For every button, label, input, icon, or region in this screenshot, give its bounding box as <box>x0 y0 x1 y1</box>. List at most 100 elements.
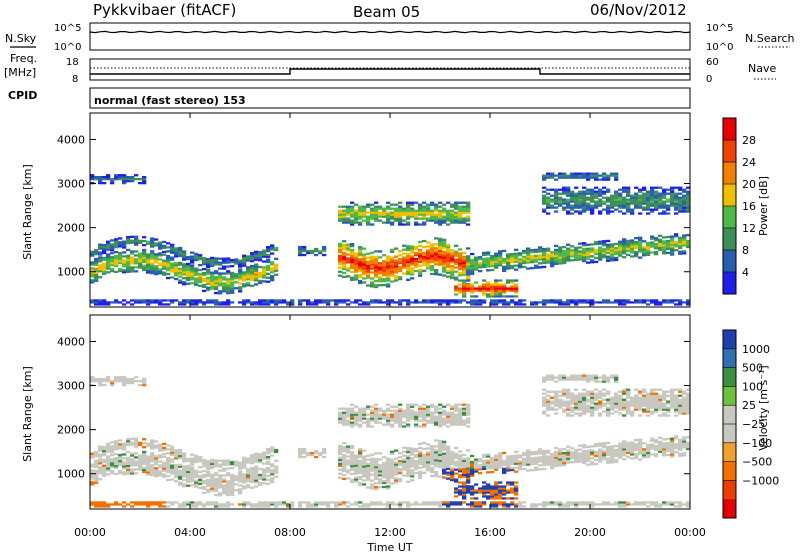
velocity-cell <box>270 454 275 457</box>
velocity-cell <box>446 473 451 476</box>
velocity-cell <box>418 456 423 459</box>
velocity-cell <box>126 462 131 465</box>
velocity-cell <box>494 468 499 471</box>
velocity-cell <box>370 459 375 462</box>
power-cell <box>518 262 523 265</box>
velocity-cell <box>570 406 575 409</box>
velocity-cell <box>170 472 175 475</box>
velocity-cell <box>518 466 523 469</box>
velocity-cell <box>458 464 463 467</box>
power-cell <box>462 281 467 284</box>
power-cell <box>570 198 575 201</box>
power-cell <box>610 255 615 258</box>
velocity-cell <box>618 408 623 411</box>
velocity-cell <box>250 480 255 484</box>
velocity-cell <box>414 448 419 451</box>
power-cell <box>474 262 479 265</box>
velocity-cell <box>170 453 175 456</box>
power-cell <box>686 303 691 306</box>
power-cell <box>442 264 447 267</box>
power-cell <box>602 256 607 259</box>
power-cell <box>514 252 519 255</box>
power-cell <box>606 251 611 254</box>
velocity-cell <box>382 456 387 459</box>
velocity-cell <box>502 489 507 492</box>
velocity-cell <box>546 459 551 462</box>
power-cell <box>198 274 203 278</box>
velocity-cell <box>102 449 107 453</box>
power-cell <box>678 210 683 213</box>
power-cell <box>506 265 511 268</box>
velocity-cell <box>454 472 459 475</box>
nsky-label: N.Sky <box>5 32 37 45</box>
power-cell <box>154 253 159 256</box>
power-cell <box>346 217 351 220</box>
power-cell <box>222 284 227 287</box>
power-cell <box>390 213 395 216</box>
velocity-cell <box>478 501 483 504</box>
velocity-cell <box>238 478 243 481</box>
power-cell <box>422 255 427 259</box>
power-cell <box>514 283 519 286</box>
velocity-cell <box>138 458 143 461</box>
velocity-cell <box>462 467 467 470</box>
velocity-cell <box>154 475 159 478</box>
power-cell <box>634 196 639 199</box>
power-cell <box>450 267 455 270</box>
velocity-cell <box>362 409 367 412</box>
power-cell <box>586 253 591 256</box>
power-cell <box>154 259 159 262</box>
power-cell <box>582 299 587 302</box>
velocity-cell <box>354 405 359 408</box>
velocity-cell <box>238 470 243 473</box>
power-cell <box>222 267 227 270</box>
velocity-cell <box>454 446 459 449</box>
power-cell <box>254 279 259 282</box>
power-cell <box>186 256 191 259</box>
power-cell <box>102 262 107 265</box>
power-cell <box>254 283 259 286</box>
velocity-cell <box>434 409 439 412</box>
power-cell <box>338 217 343 220</box>
power-cell <box>262 266 267 269</box>
power-cell <box>418 203 423 206</box>
power-cell <box>174 270 179 273</box>
velocity-cell <box>606 380 611 383</box>
power-cell <box>354 264 359 267</box>
velocity-cell <box>190 503 195 506</box>
velocity-cell <box>142 456 147 460</box>
velocity-cell <box>526 463 531 466</box>
power-cell <box>430 249 435 252</box>
power-cell <box>618 244 623 247</box>
velocity-cell <box>110 447 115 450</box>
power-cell <box>430 209 435 212</box>
power-cell <box>514 291 519 294</box>
power-cell <box>270 267 275 270</box>
power-cell <box>126 180 131 183</box>
power-cell <box>618 242 623 245</box>
power-cell <box>266 280 271 283</box>
power-cell <box>378 301 383 304</box>
velocity-cell <box>166 470 171 474</box>
power-cell <box>642 202 647 205</box>
power-cell <box>350 252 355 256</box>
power-cell <box>678 206 683 209</box>
velocity-cell <box>258 481 263 485</box>
velocity-cell <box>590 457 595 460</box>
power-cell <box>306 301 311 304</box>
power-cell <box>354 278 359 281</box>
velocity-cell <box>130 454 135 457</box>
velocity-cell <box>458 501 463 504</box>
velocity-cell <box>226 492 231 495</box>
power-cell <box>638 236 643 239</box>
velocity-cell <box>454 464 459 467</box>
power-cell <box>462 291 467 294</box>
velocity-cell <box>542 378 547 381</box>
velocity-cell <box>182 467 187 470</box>
velocity-cell <box>362 469 367 472</box>
power-cell <box>510 279 515 282</box>
power-cell <box>122 246 127 249</box>
power-cell <box>494 287 499 290</box>
velocity-cell <box>578 460 583 463</box>
